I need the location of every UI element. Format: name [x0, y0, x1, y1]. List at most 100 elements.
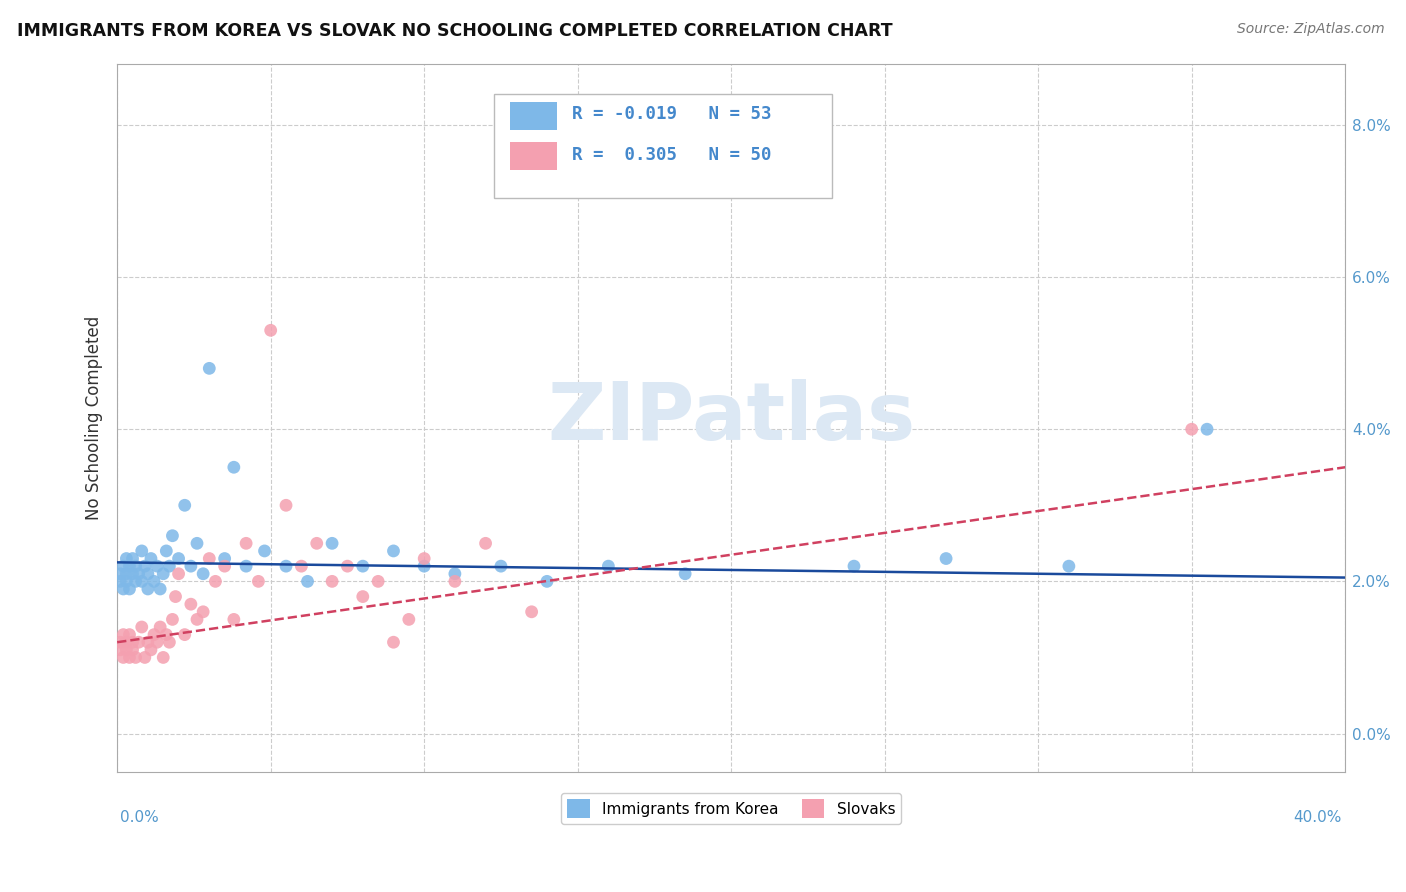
Point — [149, 620, 172, 634]
Point — [136, 582, 159, 596]
Point — [149, 582, 172, 596]
Legend: Immigrants from Korea, Slovaks: Immigrants from Korea, Slovaks — [561, 793, 901, 824]
Point — [121, 566, 143, 581]
Point — [146, 559, 169, 574]
Point — [180, 559, 202, 574]
Point — [191, 566, 214, 581]
Point — [155, 627, 177, 641]
Point — [134, 650, 156, 665]
Point — [186, 536, 208, 550]
Point — [131, 544, 153, 558]
Point — [520, 605, 543, 619]
Point — [274, 498, 297, 512]
Point — [157, 559, 180, 574]
Point — [118, 582, 141, 596]
Point — [274, 559, 297, 574]
Point — [198, 551, 221, 566]
Point — [121, 635, 143, 649]
Point — [124, 650, 146, 665]
Point — [186, 612, 208, 626]
Point — [305, 536, 328, 550]
Point — [115, 551, 138, 566]
Point — [146, 635, 169, 649]
Point — [260, 323, 283, 337]
Point — [1057, 559, 1080, 574]
Point — [536, 574, 558, 589]
Point — [152, 566, 174, 581]
Point — [489, 559, 512, 574]
Text: R = -0.019   N = 53: R = -0.019 N = 53 — [572, 105, 770, 123]
Point — [112, 627, 135, 641]
Point — [751, 171, 773, 186]
Point — [222, 612, 245, 626]
Point — [124, 559, 146, 574]
Point — [413, 551, 436, 566]
Point — [352, 559, 374, 574]
Point — [110, 566, 132, 581]
Y-axis label: No Schooling Completed: No Schooling Completed — [86, 316, 103, 520]
Point — [842, 559, 865, 574]
Point — [143, 627, 166, 641]
Point — [110, 643, 132, 657]
Point — [118, 650, 141, 665]
Point — [598, 559, 620, 574]
Point — [112, 582, 135, 596]
Bar — [510, 142, 557, 170]
Point — [180, 597, 202, 611]
Point — [155, 544, 177, 558]
Point — [118, 627, 141, 641]
Point — [198, 361, 221, 376]
Text: Source: ZipAtlas.com: Source: ZipAtlas.com — [1237, 22, 1385, 37]
Point — [1181, 422, 1204, 436]
Point — [474, 536, 496, 550]
Point — [173, 498, 195, 512]
Point — [121, 643, 143, 657]
Point — [131, 574, 153, 589]
Text: 40.0%: 40.0% — [1294, 810, 1343, 824]
Point — [136, 635, 159, 649]
Point — [173, 627, 195, 641]
Point — [162, 612, 184, 626]
Point — [128, 635, 150, 649]
Point — [382, 635, 405, 649]
Point — [162, 529, 184, 543]
Point — [167, 551, 190, 566]
Point — [121, 551, 143, 566]
Point — [673, 566, 696, 581]
Point — [128, 566, 150, 581]
Point — [235, 536, 257, 550]
Point — [222, 460, 245, 475]
Point — [115, 574, 138, 589]
Point — [297, 574, 319, 589]
Point — [131, 620, 153, 634]
Point — [444, 574, 467, 589]
Point — [110, 574, 132, 589]
Point — [204, 574, 226, 589]
Point — [139, 643, 162, 657]
Point — [444, 566, 467, 581]
Point — [115, 566, 138, 581]
Point — [157, 635, 180, 649]
Point — [152, 650, 174, 665]
Point — [110, 635, 132, 649]
Point — [1195, 422, 1218, 436]
Point — [214, 559, 236, 574]
Point — [165, 590, 187, 604]
Point — [935, 551, 957, 566]
Point — [115, 635, 138, 649]
Point — [336, 559, 359, 574]
Point — [167, 566, 190, 581]
Point — [214, 551, 236, 566]
Point — [136, 566, 159, 581]
Text: R =  0.305   N = 50: R = 0.305 N = 50 — [572, 145, 770, 163]
Point — [124, 574, 146, 589]
Point — [321, 574, 343, 589]
Point — [134, 559, 156, 574]
Point — [352, 590, 374, 604]
Text: 0.0%: 0.0% — [121, 810, 159, 824]
Point — [290, 559, 312, 574]
Point — [139, 551, 162, 566]
Point — [398, 612, 420, 626]
Text: IMMIGRANTS FROM KOREA VS SLOVAK NO SCHOOLING COMPLETED CORRELATION CHART: IMMIGRANTS FROM KOREA VS SLOVAK NO SCHOO… — [17, 22, 893, 40]
Point — [253, 544, 276, 558]
